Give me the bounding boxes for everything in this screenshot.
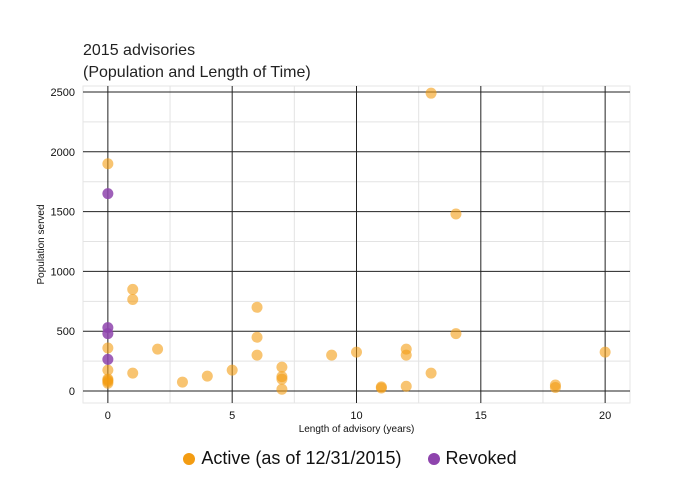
y-tick-label: 500 (57, 326, 75, 338)
legend-swatch-revoked (427, 452, 440, 465)
y-tick-label: 2000 (51, 147, 75, 159)
legend-label-active: Active (as of 12/31/2015) (201, 448, 402, 468)
data-point-active (251, 349, 263, 361)
data-point-active (276, 373, 288, 385)
data-point-active (375, 382, 387, 394)
legend-swatch-active (183, 452, 196, 465)
legend-item-active[interactable]: Active (as of 12/31/2015) (183, 448, 402, 469)
data-point-active (400, 349, 412, 361)
data-point-active (102, 364, 114, 376)
data-point-active (450, 208, 462, 220)
data-point-active (127, 294, 139, 306)
y-tick-label: 1500 (51, 207, 75, 219)
data-point-revoked (102, 188, 114, 200)
data-point-active (226, 364, 238, 376)
data-point-active (450, 328, 462, 340)
y-tick-label: 0 (69, 386, 75, 398)
legend: Active (as of 12/31/2015) Revoked (0, 448, 700, 469)
chart-title: 2015 advisories (Population and Length o… (83, 40, 311, 84)
data-point-active (102, 377, 114, 389)
data-point-active (176, 376, 188, 388)
chart-title-line2: (Population and Length of Time) (83, 64, 311, 81)
data-point-active (326, 349, 338, 361)
y-tick-label: 2500 (51, 87, 75, 99)
data-point-active (276, 383, 288, 395)
x-tick-label: 10 (350, 410, 362, 422)
x-axis-label: Length of advisory (years) (299, 424, 415, 435)
data-point-revoked (102, 353, 114, 365)
data-point-active (599, 346, 611, 358)
legend-label-revoked: Revoked (445, 448, 517, 468)
data-point-active (425, 87, 437, 99)
y-axis-label: Population served (36, 204, 47, 284)
data-point-active (152, 343, 164, 355)
data-point-active (425, 367, 437, 379)
data-point-active (251, 331, 263, 343)
x-tick-label: 15 (475, 410, 487, 422)
data-point-active (400, 380, 412, 392)
chart-title-line1: 2015 advisories (83, 42, 196, 59)
data-point-active (549, 381, 561, 393)
data-point-active (251, 301, 263, 313)
y-tick-label: 1000 (51, 266, 75, 278)
data-point-active (127, 283, 139, 295)
data-point-active (351, 346, 362, 358)
data-point-active (102, 158, 114, 170)
data-point-active (127, 367, 139, 379)
data-point-active (102, 342, 114, 354)
x-tick-label: 5 (229, 410, 235, 422)
x-tick-label: 0 (105, 410, 111, 422)
data-point-revoked (102, 328, 114, 340)
data-point-active (276, 361, 288, 373)
x-tick-label: 20 (599, 410, 611, 422)
data-point-active (201, 370, 213, 382)
legend-item-revoked[interactable]: Revoked (427, 448, 517, 469)
